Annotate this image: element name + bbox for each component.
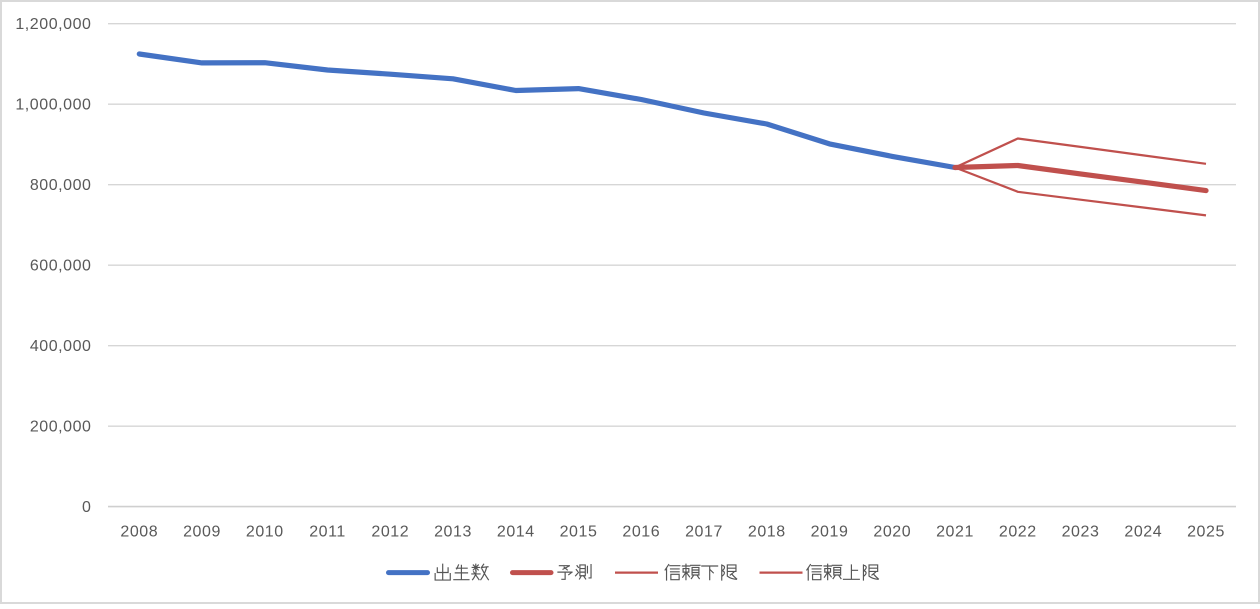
svg-text:1,200,000: 1,200,000 (15, 16, 91, 33)
svg-text:2021: 2021 (936, 524, 974, 541)
svg-text:2010: 2010 (246, 524, 284, 541)
svg-text:600,000: 600,000 (30, 258, 92, 275)
svg-text:2011: 2011 (309, 524, 346, 541)
svg-text:800,000: 800,000 (30, 177, 92, 194)
svg-text:2020: 2020 (873, 524, 911, 541)
svg-text:2019: 2019 (811, 524, 849, 541)
svg-text:2018: 2018 (748, 524, 786, 541)
svg-text:2014: 2014 (497, 524, 535, 541)
svg-text:2013: 2013 (434, 524, 472, 541)
svg-text:2015: 2015 (560, 524, 598, 541)
svg-text:0: 0 (82, 499, 91, 516)
svg-text:2024: 2024 (1124, 524, 1162, 541)
svg-text:1,000,000: 1,000,000 (15, 97, 91, 114)
svg-text:200,000: 200,000 (30, 419, 92, 436)
svg-text:2008: 2008 (120, 524, 158, 541)
svg-text:400,000: 400,000 (30, 338, 92, 355)
svg-text:2012: 2012 (371, 524, 409, 541)
svg-text:2016: 2016 (622, 524, 660, 541)
svg-text:2023: 2023 (1062, 524, 1100, 541)
svg-text:2025: 2025 (1187, 524, 1225, 541)
svg-text:2022: 2022 (999, 524, 1037, 541)
svg-text:2009: 2009 (183, 524, 221, 541)
svg-text:2017: 2017 (685, 524, 723, 541)
